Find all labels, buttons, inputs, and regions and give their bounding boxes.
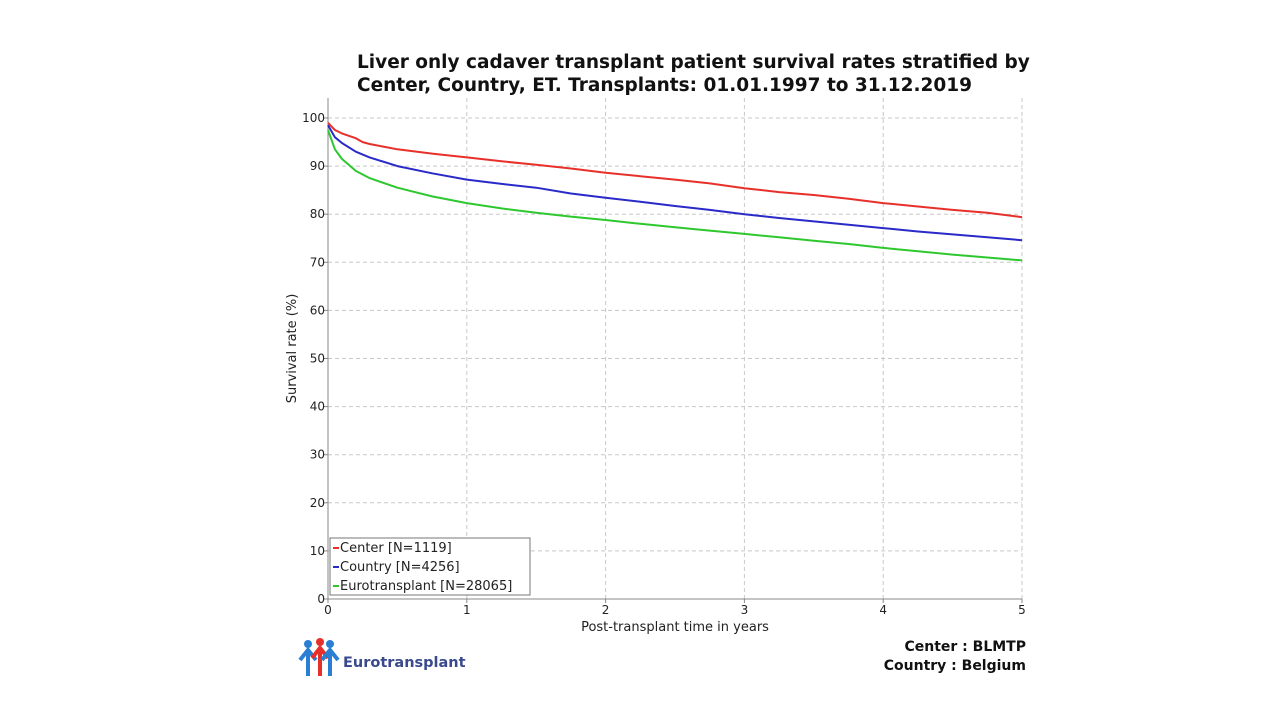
y-tick-label: 80: [310, 207, 325, 221]
x-tick-label: 2: [602, 603, 610, 617]
legend-box: [329, 537, 531, 596]
legend-item-label: Country [N=4256]: [340, 560, 460, 575]
y-tick-label: 70: [310, 255, 325, 269]
series-line-2: [327, 129, 1023, 262]
x-tick-label: 4: [879, 603, 887, 617]
y-tick-label: 30: [310, 448, 325, 462]
center-info: Center : BLMTP: [904, 639, 1026, 655]
series-line-1: [327, 124, 1023, 242]
country-info: Country : Belgium: [883, 658, 1026, 674]
chart-title: Liver only cadaver transplant patient su…: [357, 51, 1057, 97]
chart-title-line-2: Center, Country, ET. Transplants: 01.01.…: [357, 75, 972, 96]
y-tick-label: 50: [310, 352, 325, 366]
y-tick-label: 40: [310, 400, 325, 414]
y-tick-label: 20: [310, 496, 325, 510]
chart-title-line-1: Liver only cadaver transplant patient su…: [357, 52, 1030, 73]
plot-background: [328, 98, 1022, 599]
x-tick-label: 3: [741, 603, 749, 617]
y-tick-label: 60: [310, 303, 325, 317]
people-icon: [298, 638, 340, 676]
legend-item-label: Eurotransplant [N=28065]: [340, 579, 512, 594]
eurotransplant-logo: [298, 636, 468, 680]
footer-info: Center : BLMTP Country : Belgium: [884, 638, 1026, 676]
y-axis-label: Survival rate (%): [285, 294, 300, 404]
x-tick-label: 1: [463, 603, 471, 617]
y-tick-label: 10: [310, 544, 325, 558]
legend-item-label: Center [N=1119]: [340, 541, 452, 556]
x-axis-label: Post-transplant time in years: [581, 620, 769, 635]
y-tick-label: 0: [317, 592, 325, 606]
series-line-0: [327, 122, 1023, 219]
y-tick-label: 90: [310, 159, 325, 173]
x-tick-label: 5: [1018, 603, 1026, 617]
y-tick-label: 100: [302, 111, 325, 125]
x-tick-label: 0: [324, 603, 332, 617]
logo-text: Eurotransplant: [343, 655, 466, 671]
